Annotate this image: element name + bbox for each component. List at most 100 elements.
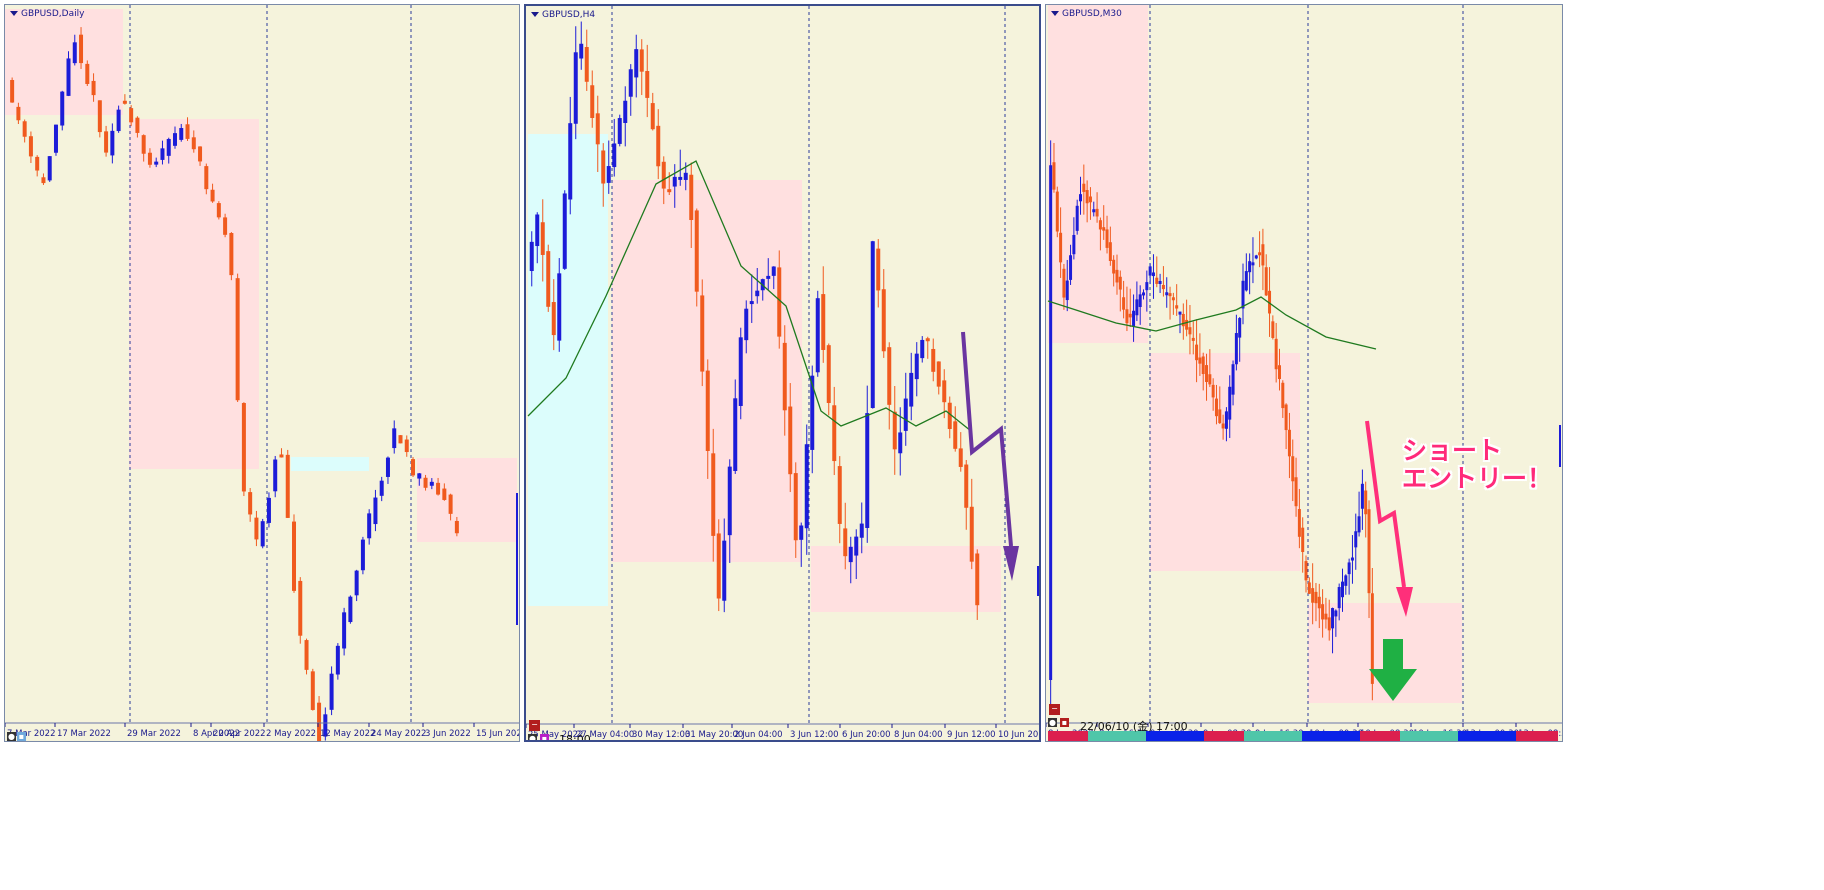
chart-settings-icon[interactable]: ▪	[17, 732, 26, 741]
x-tick-label: 2 Jun 04:00	[734, 730, 783, 740]
candle-body	[881, 289, 886, 352]
candle-body	[417, 473, 422, 479]
dropdown-triangle-icon[interactable]	[10, 11, 18, 16]
dropdown-triangle-icon[interactable]	[1051, 11, 1059, 16]
candle-body	[579, 43, 584, 59]
candle-body	[903, 398, 908, 431]
candle-body	[1049, 165, 1053, 681]
candle-body	[793, 473, 798, 541]
candle-body	[1128, 313, 1132, 318]
candle-body	[411, 459, 416, 476]
candle-body	[141, 135, 146, 154]
candle-body	[1354, 531, 1358, 548]
candle-body	[678, 176, 683, 180]
candle-body	[722, 540, 727, 601]
candle-body	[1205, 365, 1209, 383]
zone-sell	[1150, 353, 1300, 571]
candle-body	[1324, 613, 1328, 620]
candle-body	[887, 347, 892, 405]
candle-body	[448, 494, 453, 514]
candle-body	[160, 148, 165, 160]
candle-body	[1221, 423, 1225, 429]
candle-body	[601, 150, 606, 184]
candle-body	[1145, 282, 1149, 291]
candle-body	[1268, 290, 1272, 314]
candle-body	[1198, 357, 1202, 364]
candle-body	[815, 298, 820, 373]
minus-button-icon[interactable]: −	[1049, 704, 1060, 715]
candle-body	[22, 121, 27, 137]
candle-body	[436, 482, 441, 495]
candle-body	[1208, 374, 1212, 385]
candle-body	[28, 136, 33, 157]
candle-body	[958, 448, 963, 467]
daily-chart-panel[interactable]: GBPUSD,Daily 7 Mar 2022 17 Mar 2022 29 Mar…	[4, 4, 520, 742]
candle-body	[612, 143, 617, 168]
candle-body	[1274, 338, 1278, 370]
candle-body	[1337, 587, 1341, 609]
candle-body	[16, 106, 21, 121]
candle-body	[931, 348, 936, 372]
candle-body	[859, 523, 864, 538]
chart-settings-icon[interactable]: ▪	[540, 734, 549, 742]
candle-body	[826, 345, 831, 404]
x-tick-label: 8 Apr 2022	[193, 729, 240, 739]
candle-body	[122, 100, 127, 104]
candle-body	[920, 339, 925, 359]
candle-body	[799, 525, 804, 540]
h4-chart-panel[interactable]: GBPUSD,H4 25 May 2022 27 May 04:00 30 May …	[524, 4, 1041, 742]
candle-body	[79, 34, 84, 64]
candle-body	[557, 273, 562, 341]
candle-body	[1075, 205, 1079, 231]
candle-body	[1098, 220, 1102, 230]
candle-body	[53, 124, 58, 153]
minus-button-icon[interactable]: −	[529, 720, 540, 731]
chart-settings-icon[interactable]: ▪	[1060, 718, 1069, 727]
moving-average-line	[527, 160, 972, 432]
candle-body	[942, 380, 947, 403]
session-bar-segment	[1302, 731, 1360, 741]
one-click-trading-icon[interactable]: ●	[7, 732, 16, 741]
candle-body	[672, 176, 677, 187]
candle-body	[705, 370, 710, 451]
candle-body	[1231, 364, 1235, 395]
green-arrow-shaft	[1383, 639, 1403, 669]
candle-body	[1317, 596, 1321, 609]
candle-body	[1135, 299, 1139, 316]
candle-body	[1188, 327, 1192, 335]
candle-body	[667, 189, 672, 193]
candle-body	[771, 266, 776, 276]
candle-body	[1165, 292, 1169, 296]
candle-body	[1065, 280, 1069, 301]
dropdown-triangle-icon[interactable]	[531, 12, 539, 17]
candle-body	[1168, 293, 1172, 297]
x-tick-label: 12 May 2022	[320, 729, 375, 739]
candle-body	[1201, 356, 1205, 375]
candle-body	[584, 47, 589, 82]
candle-body	[689, 174, 694, 221]
candle-body	[540, 222, 545, 255]
candle-body	[91, 80, 96, 96]
daily-chart-canvas[interactable]: 7 Mar 2022 17 Mar 2022 29 Mar 2022 8 Apr 20…	[5, 5, 520, 742]
candle-body	[744, 308, 749, 341]
candle-body	[135, 117, 140, 133]
candle-body	[1079, 194, 1083, 202]
candle-body	[1148, 266, 1152, 276]
candle-body	[166, 138, 171, 156]
candle-body	[1261, 244, 1265, 266]
purple-arrowhead-icon	[1003, 546, 1019, 581]
candle-body	[1085, 190, 1089, 204]
one-click-trading-icon[interactable]: ●	[528, 734, 537, 742]
candle-body	[606, 166, 611, 183]
candle-body	[1115, 269, 1119, 283]
one-click-trading-icon[interactable]: ●	[1048, 718, 1057, 727]
candle-body	[1108, 242, 1112, 261]
x-tick-label: 30 May 12:00	[632, 730, 690, 740]
candle-body	[1112, 259, 1116, 274]
candle-body	[298, 580, 303, 636]
candle-body	[1185, 319, 1189, 330]
chart-title: GBPUSD,M30	[1051, 9, 1122, 19]
